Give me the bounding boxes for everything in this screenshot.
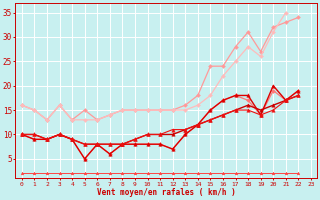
X-axis label: Vent moyen/en rafales ( km/h ): Vent moyen/en rafales ( km/h ) xyxy=(97,188,236,197)
